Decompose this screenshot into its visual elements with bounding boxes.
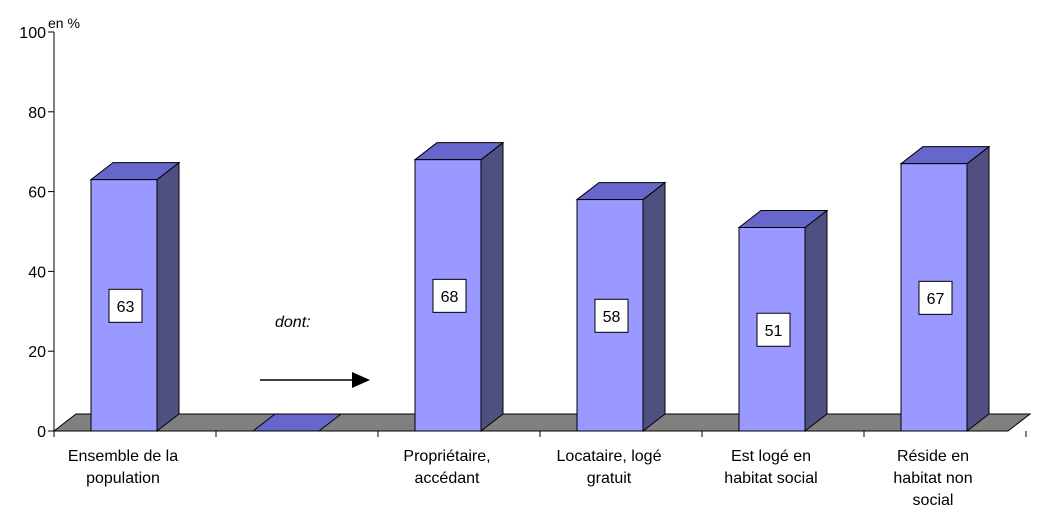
data-label-box bbox=[918, 280, 953, 315]
annotation-dont: dont: bbox=[275, 314, 311, 331]
data-label-box bbox=[432, 278, 467, 313]
data-label-box bbox=[594, 298, 629, 333]
y-tick-label: 20 bbox=[28, 344, 46, 361]
data-label-box bbox=[108, 288, 143, 323]
x-tick-label: social bbox=[913, 492, 954, 509]
y-tick-label: 100 bbox=[19, 25, 46, 42]
x-tick-label: Est logé en bbox=[731, 448, 811, 465]
bar-front bbox=[414, 159, 482, 432]
x-tick-label: Réside en bbox=[897, 448, 969, 465]
bar bbox=[251, 413, 343, 432]
x-tick-label: habitat social bbox=[724, 470, 817, 487]
data-label: 63 bbox=[117, 299, 135, 316]
bar-side bbox=[642, 181, 666, 433]
x-tick-label: gratuit bbox=[587, 470, 632, 487]
data-label: 68 bbox=[441, 289, 459, 306]
data-label-box bbox=[756, 312, 791, 347]
x-tick-label: accédant bbox=[415, 470, 480, 487]
y-tick-label: 40 bbox=[28, 264, 46, 281]
x-tick-label: Propriétaire, bbox=[403, 448, 490, 465]
bar bbox=[575, 181, 667, 433]
bar-side bbox=[156, 161, 180, 433]
bar-side bbox=[480, 141, 504, 433]
arrow-head-icon bbox=[352, 372, 370, 388]
bar bbox=[413, 141, 505, 433]
y-axis-unit-label: en % bbox=[48, 15, 80, 31]
x-tick-label: population bbox=[86, 470, 160, 487]
bar-flat bbox=[251, 413, 343, 432]
data-label: 51 bbox=[765, 323, 783, 340]
data-label: 58 bbox=[603, 309, 621, 326]
bar-side bbox=[966, 145, 990, 433]
x-tick-label: Locataire, logé bbox=[557, 448, 662, 465]
y-tick-label: 0 bbox=[37, 424, 46, 441]
chart-floor bbox=[52, 413, 1032, 432]
data-label: 67 bbox=[927, 291, 945, 308]
x-tick-label: habitat non bbox=[893, 470, 972, 487]
y-tick-label: 80 bbox=[28, 105, 46, 122]
bar-side bbox=[804, 209, 828, 433]
y-tick-label: 60 bbox=[28, 185, 46, 202]
x-tick-label: Ensemble de la bbox=[68, 448, 178, 465]
